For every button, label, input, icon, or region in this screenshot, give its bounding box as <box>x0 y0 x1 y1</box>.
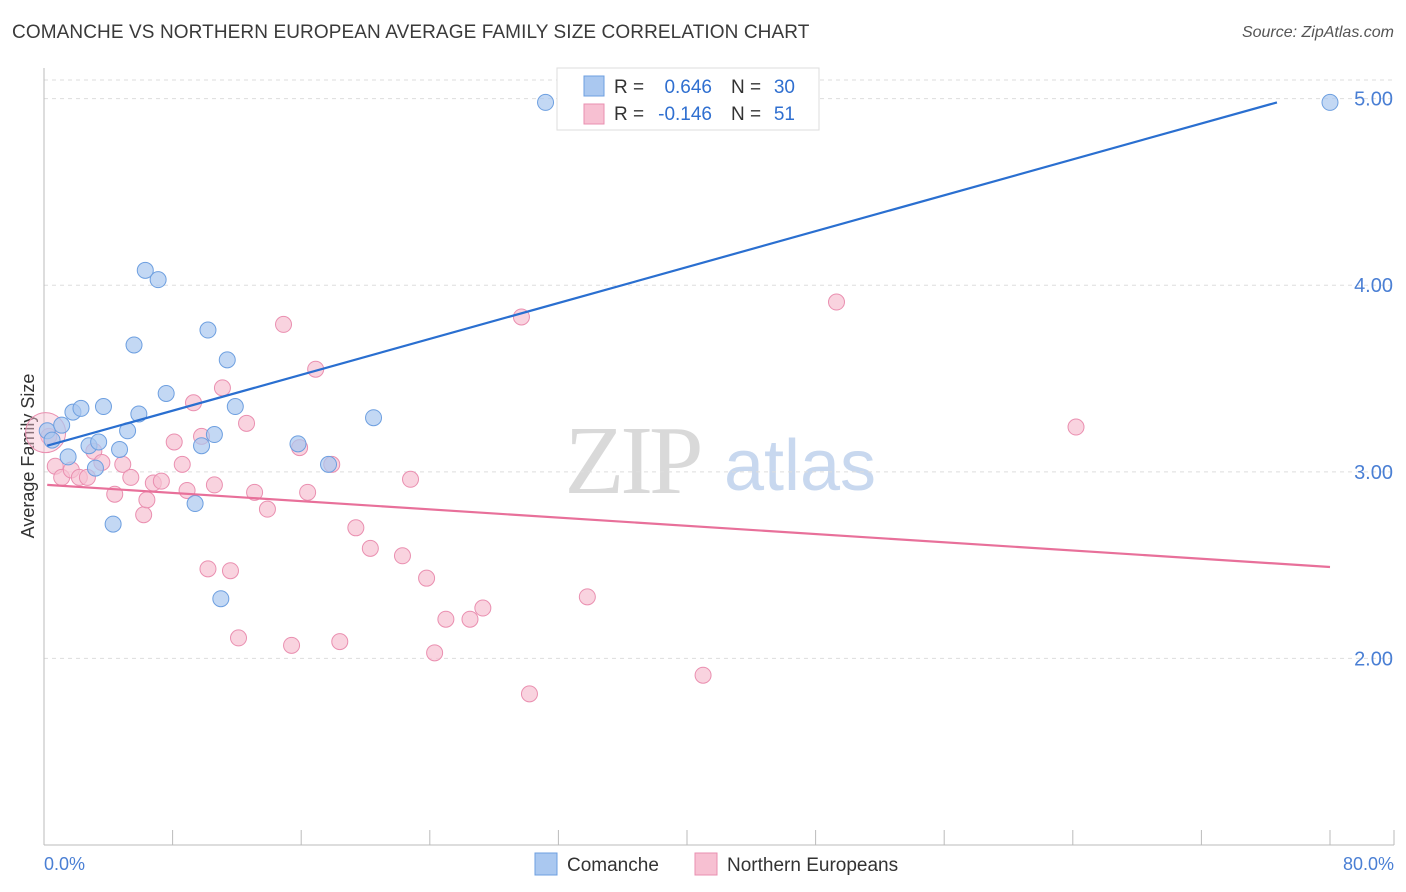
northern-point-10 <box>122 468 140 486</box>
comanche-point-2 <box>53 416 71 434</box>
comanche-point-18 <box>186 495 204 513</box>
northern-point-11 <box>135 506 153 524</box>
northern-point-25 <box>238 414 256 432</box>
northern-point-47 <box>694 666 712 684</box>
northern-point-24 <box>230 629 248 647</box>
x-tick-label-max: 80.0% <box>1343 854 1394 874</box>
northern-point-43 <box>474 599 492 617</box>
comanche-point-13 <box>125 336 143 354</box>
northern-point-36 <box>361 539 379 557</box>
northern-point-16 <box>173 455 191 473</box>
comanche-point-1 <box>43 431 61 449</box>
y-tick-label-3: 5.00 <box>1354 89 1393 111</box>
legend-n-label-1: N = <box>731 77 761 98</box>
comanche-point-10 <box>104 515 122 533</box>
source-credit: Source: ZipAtlas.com <box>1241 24 1394 41</box>
legend-r-value-2: -0.146 <box>658 104 712 125</box>
northern-point-26 <box>246 483 264 501</box>
comanche-point-20 <box>199 321 217 339</box>
northern-point-49 <box>1067 418 1085 436</box>
y-tick-label-0: 2.00 <box>1354 648 1393 670</box>
trend-lines <box>46 101 1331 569</box>
legend-r-label-1: R = <box>614 77 644 98</box>
comanche-point-11 <box>111 440 129 458</box>
legend-r-value-1: 0.646 <box>664 77 712 98</box>
northern-point-27 <box>258 500 276 518</box>
northern-point-28 <box>275 315 293 333</box>
comanche-point-25 <box>289 435 307 453</box>
legend-r-label-2: R = <box>614 104 644 125</box>
northern-point-35 <box>347 519 365 537</box>
chart-title: COMANCHE VS NORTHERN EUROPEAN AVERAGE FA… <box>12 22 810 43</box>
comanche-point-28 <box>537 93 555 111</box>
comanche-point-24 <box>226 398 244 416</box>
northern-point-12 <box>138 491 156 509</box>
watermark-zip: ZIP <box>565 407 700 515</box>
northern-point-34 <box>331 633 349 651</box>
comanche-point-19 <box>193 437 211 455</box>
y-tick-labels: 2.00 3.00 4.00 5.00 <box>1354 89 1393 671</box>
bottom-legend-swatch-comanche <box>534 852 558 876</box>
northern-point-40 <box>426 644 444 662</box>
northern-trend-line <box>47 483 1331 569</box>
legend-n-value-2: 51 <box>774 104 795 125</box>
comanche-point-21 <box>205 426 223 444</box>
northern-point-38 <box>402 470 420 488</box>
bottom-legend-swatch-northern <box>694 852 718 876</box>
northern-point-23 <box>221 562 239 580</box>
legend-swatch-northern <box>583 103 605 125</box>
northern-point-46 <box>578 588 596 606</box>
gridlines <box>44 79 1394 659</box>
x-tick-label-min: 0.0% <box>44 854 85 874</box>
comanche-trend-line <box>46 101 1278 447</box>
comanche-point-15 <box>136 261 154 279</box>
northern-point-37 <box>393 547 411 565</box>
northern-point-42 <box>461 610 479 628</box>
watermark-atlas: atlas <box>724 426 876 506</box>
correlation-legend: R = 0.646 N = 30 R = -0.146 N = 51 <box>556 67 820 131</box>
comanche-point-16 <box>149 271 167 289</box>
northern-point-20 <box>199 560 217 578</box>
northern-point-15 <box>165 433 183 451</box>
y-axis-title: Average Family Size <box>18 374 38 539</box>
northern-point-48 <box>827 293 845 311</box>
comanche-point-27 <box>365 409 383 427</box>
bottom-legend-label-comanche: Comanche <box>567 855 659 876</box>
legend-swatch-comanche <box>583 75 605 97</box>
legend-n-label-2: N = <box>731 104 761 125</box>
northern-point-21 <box>205 476 223 494</box>
comanche-point-5 <box>72 399 90 417</box>
northern-point-41 <box>437 610 455 628</box>
comanche-point-29 <box>1321 93 1339 111</box>
northern-point-14 <box>152 472 170 490</box>
northern-point-45 <box>520 685 538 703</box>
comanche-points <box>38 93 1339 608</box>
northern-europeans-points <box>25 293 1085 703</box>
comanche-point-26 <box>320 455 338 473</box>
legend-n-value-1: 30 <box>774 77 795 98</box>
northern-point-31 <box>299 483 317 501</box>
axes <box>43 68 1394 846</box>
comanche-point-23 <box>218 351 236 369</box>
northern-point-29 <box>283 636 301 654</box>
x-ticks <box>43 830 1395 845</box>
comanche-point-9 <box>94 398 112 416</box>
bottom-legend-label-northern: Northern Europeans <box>727 855 898 876</box>
comanche-point-3 <box>59 448 77 466</box>
comanche-point-17 <box>157 384 175 402</box>
y-tick-label-1: 3.00 <box>1354 462 1393 484</box>
series-legend: Comanche Northern Europeans <box>534 852 898 876</box>
northern-point-22 <box>213 379 231 397</box>
comanche-point-7 <box>86 459 104 477</box>
northern-point-39 <box>418 569 436 587</box>
comanche-point-8 <box>90 433 108 451</box>
comanche-point-22 <box>212 590 230 608</box>
y-tick-label-2: 4.00 <box>1354 275 1393 297</box>
